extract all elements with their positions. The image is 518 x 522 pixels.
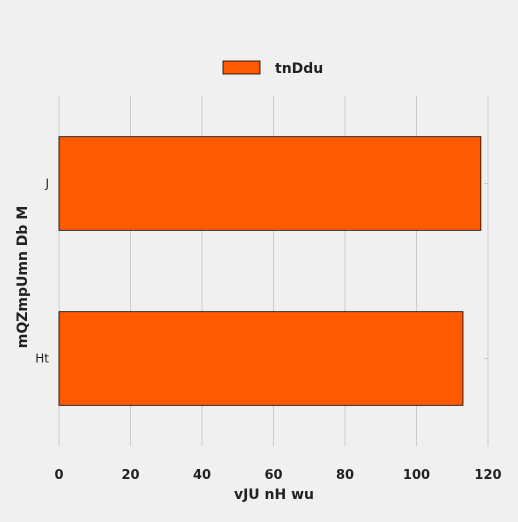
x-tick-label: 0	[54, 468, 63, 483]
x-tick-label: 100	[403, 468, 430, 483]
y-category-label: J	[44, 177, 49, 191]
y-category-label: Ht	[35, 352, 49, 366]
x-tick-labels: 0 20 40 60 80 100 120	[54, 468, 501, 483]
y-category-labels: J Ht	[35, 177, 49, 366]
x-axis-title: vJU nH wu	[234, 487, 314, 503]
x-tick-label: 80	[336, 468, 354, 483]
bar-j	[58, 136, 482, 231]
y-axis-title: mQZmpUmn Db M	[15, 206, 31, 349]
legend-label: tnDdu	[275, 61, 323, 77]
x-tick-label: 20	[121, 468, 139, 483]
x-tick-label: 40	[193, 468, 211, 483]
bars	[58, 136, 482, 406]
x-tick-label: 60	[264, 468, 282, 483]
bar-ht	[58, 311, 464, 406]
x-tick-label: 120	[474, 468, 501, 483]
legend: tnDdu	[222, 60, 323, 77]
legend-swatch	[222, 60, 261, 75]
